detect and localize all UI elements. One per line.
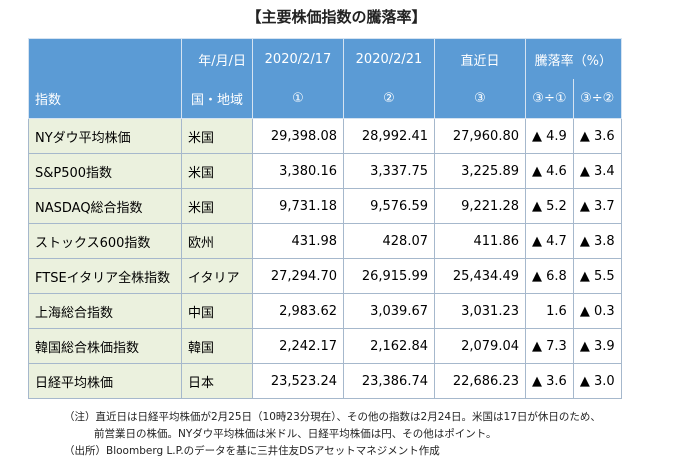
cell: ▲ 3.4: [572, 153, 622, 189]
cell: 3,031.23: [434, 293, 526, 329]
cell: 28,992.41: [343, 118, 435, 154]
header-cell: 指数: [28, 79, 182, 119]
cell: ▲ 7.3: [525, 328, 574, 364]
header-cell: ③÷②: [572, 79, 622, 119]
header-cell: [28, 38, 182, 79]
cell: FTSEイタリア全株指数: [28, 258, 182, 294]
cell: ▲ 3.9: [572, 328, 622, 364]
cell: 428.07: [343, 223, 435, 259]
note-line: 前営業日の株価。NYダウ平均株価は米ドル、日経平均株価は円、その他はポイント。: [94, 428, 497, 440]
cell: 2,079.04: [434, 328, 526, 364]
data-row: 上海総合指数 中国 2,983.62 3,039.67 3,031.23 1.6 ▲ 0.3: [28, 293, 622, 329]
cell: 韓国総合株価指数: [28, 328, 182, 364]
cell: ▲ 4.9: [525, 118, 574, 154]
cell: ▲ 3.7: [572, 188, 622, 224]
cell: NYダウ平均株価: [28, 118, 182, 154]
cell: ▲ 3.6: [572, 118, 622, 154]
header-cell: 国・地域: [181, 79, 253, 119]
cell: ▲ 6.8: [525, 258, 574, 294]
data-row: 日経平均株価 日本 23,523.24 23,386.74 22,686.23 ▲ 3.6…: [28, 363, 622, 399]
header-row: 年/月/日 2020/2/17 2020/2/21 直近日 騰落率（%）: [28, 38, 622, 79]
data-row: FTSEイタリア全株指数 イタリア 27,294.70 26,915.99 25,434…: [28, 258, 622, 294]
cell: 1.6: [525, 293, 574, 329]
cell: 9,731.18: [252, 188, 344, 224]
data-row: NYダウ平均株価 米国 29,398.08 28,992.41 27,960.80 ▲ 4…: [28, 118, 622, 154]
cell: 3,380.16: [252, 153, 344, 189]
cell: 23,386.74: [343, 363, 435, 399]
header-cell: 直近日: [434, 38, 526, 79]
cell: ▲ 3.0: [572, 363, 622, 399]
cell: 22,686.23: [434, 363, 526, 399]
cell: ストックス600指数: [28, 223, 182, 259]
cell: 日経平均株価: [28, 363, 182, 399]
data-row: 韓国総合株価指数 韓国 2,242.17 2,162.84 2,079.04 ▲ 7.3 ▲…: [28, 328, 622, 364]
cell: ▲ 0.3: [572, 293, 622, 329]
cell: イタリア: [181, 258, 253, 294]
cell: 3,225.89: [434, 153, 526, 189]
cell: 27,960.80: [434, 118, 526, 154]
notes: （注）直近日は日経平均株価が2月25日（10時23分現在）、その他の指数は2月2…: [64, 409, 601, 460]
cell: 431.98: [252, 223, 344, 259]
cell: ▲ 3.6: [525, 363, 574, 399]
header-cell: 2020/2/17: [252, 38, 344, 79]
header-cell: ①: [252, 79, 344, 119]
cell: 上海総合指数: [28, 293, 182, 329]
cell: 米国: [181, 118, 253, 154]
cell: 2,242.17: [252, 328, 344, 364]
cell: ▲ 3.8: [572, 223, 622, 259]
header-cell: ②: [343, 79, 435, 119]
cell: 韓国: [181, 328, 253, 364]
cell: 9,576.59: [343, 188, 435, 224]
data-row: NASDAQ総合指数 米国 9,731.18 9,576.59 9,221.28 ▲ 5.…: [28, 188, 622, 224]
cell: ▲ 5.5: [572, 258, 622, 294]
cell: S&P500指数: [28, 153, 182, 189]
header-cell: 騰落率（%）: [525, 38, 622, 79]
note-line: （注）直近日は日経平均株価が2月25日（10時23分現在）、その他の指数は2月2…: [64, 411, 601, 423]
cell: 日本: [181, 363, 253, 399]
cell: 米国: [181, 153, 253, 189]
cell: ▲ 4.7: [525, 223, 574, 259]
data-row: S&P500指数 米国 3,380.16 3,337.75 3,225.89 ▲ 4.6 ▲…: [28, 153, 622, 189]
cell: 25,434.49: [434, 258, 526, 294]
cell: 中国: [181, 293, 253, 329]
cell: NASDAQ総合指数: [28, 188, 182, 224]
note-line: （出所）Bloomberg L.P.のデータを基に三井住友DSアセットマネジメン…: [64, 445, 440, 457]
cell: 29,398.08: [252, 118, 344, 154]
cell: 米国: [181, 188, 253, 224]
cell: 26,915.99: [343, 258, 435, 294]
header-row: 指数 国・地域 ① ② ③ ③÷① ③÷②: [28, 79, 622, 119]
header-cell: ③÷①: [525, 79, 574, 119]
cell: 2,983.62: [252, 293, 344, 329]
index-table: 年/月/日 2020/2/17 2020/2/21 直近日 騰落率（%） 指数 国・地域 ① ②…: [28, 38, 622, 399]
data-row: ストックス600指数 欧州 431.98 428.07 411.86 ▲ 4.7 ▲ 3.8: [28, 223, 622, 259]
header-cell: 年/月/日: [181, 38, 253, 79]
cell: 3,337.75: [343, 153, 435, 189]
title: 【主要株価指数の騰落率】: [246, 8, 427, 26]
cell: ▲ 4.6: [525, 153, 574, 189]
cell: ▲ 5.2: [525, 188, 574, 224]
cell: 411.86: [434, 223, 526, 259]
cell: 27,294.70: [252, 258, 344, 294]
header-cell: 2020/2/21: [343, 38, 435, 79]
cell: 3,039.67: [343, 293, 435, 329]
cell: 23,523.24: [252, 363, 344, 399]
cell: 2,162.84: [343, 328, 435, 364]
header-cell: ③: [434, 79, 526, 119]
cell: 欧州: [181, 223, 253, 259]
cell: 9,221.28: [434, 188, 526, 224]
